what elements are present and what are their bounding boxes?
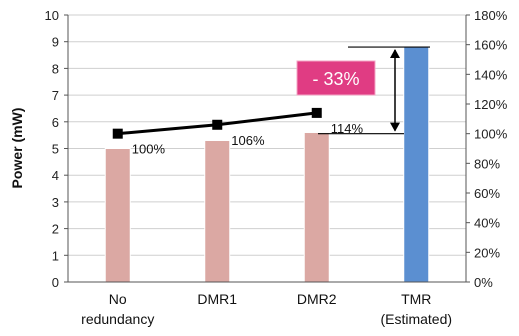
bar xyxy=(204,139,231,283)
y-tick-label: 3 xyxy=(52,195,59,210)
arrowhead-up-icon xyxy=(390,49,400,59)
y2-tick-label: 40% xyxy=(474,216,500,231)
y2-tick-label: 0% xyxy=(474,275,493,290)
category-labels: No redundancy DMR1 DMR2 TMR (Estimated) xyxy=(81,291,452,327)
y-tick-label: 5 xyxy=(52,142,59,157)
bar xyxy=(403,46,430,283)
bars xyxy=(104,46,430,283)
y2-tick-label: 80% xyxy=(474,156,500,171)
y2-tick-label: 120% xyxy=(474,97,508,112)
y-tick-label: 0 xyxy=(52,275,59,290)
y2-tick-label: 100% xyxy=(474,127,508,142)
line-marker xyxy=(212,119,223,130)
callout-box xyxy=(296,60,376,96)
category-label: TMR (Estimated) xyxy=(380,291,452,327)
y-tick-label: 7 xyxy=(52,88,59,103)
bar xyxy=(104,148,131,283)
category-label: DMR1 xyxy=(197,291,237,307)
category-label: No redundancy xyxy=(81,291,154,327)
y2-tick-label: 160% xyxy=(474,38,508,53)
line-marker xyxy=(311,107,322,118)
data-label: 114% xyxy=(331,121,364,136)
y-tick-label: 10 xyxy=(45,8,59,23)
right-ticks: 0% 20% 40% 60% 80% 100% 120% 140% 160% 180% xyxy=(466,8,508,290)
left-ticks: 0 1 2 3 4 5 6 7 8 9 10 xyxy=(45,8,68,290)
bar xyxy=(303,131,330,283)
line-marker xyxy=(112,128,123,139)
y-tick-label: 8 xyxy=(52,61,59,76)
y2-tick-label: 180% xyxy=(474,8,508,23)
reduction-callout: - 33% xyxy=(296,46,430,135)
data-label: 100% xyxy=(132,142,166,157)
y2-tick-label: 60% xyxy=(474,186,500,201)
arrowhead-down-icon xyxy=(390,122,400,132)
y-axis-label: Power (mW) xyxy=(9,108,25,189)
y-tick-label: 4 xyxy=(52,168,59,183)
percentage-line: 100% 106% 114% xyxy=(112,107,364,157)
y2-tick-label: 140% xyxy=(474,67,508,82)
category-label: DMR2 xyxy=(297,291,337,307)
callout-label: - 33% xyxy=(312,69,359,89)
y-tick-label: 9 xyxy=(52,35,59,50)
y2-tick-label: 20% xyxy=(474,245,500,260)
data-label: 106% xyxy=(231,133,265,148)
y-tick-label: 1 xyxy=(52,248,59,263)
y-tick-label: 2 xyxy=(52,222,59,237)
gridlines xyxy=(68,14,466,283)
y-tick-label: 6 xyxy=(52,115,59,130)
